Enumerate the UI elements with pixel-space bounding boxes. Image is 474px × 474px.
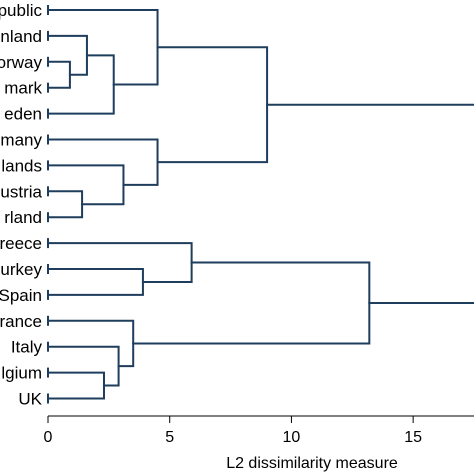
x-tick-label: 0 (44, 429, 53, 446)
leaf-label: UK (18, 390, 42, 409)
merge-link (47, 60, 71, 89)
x-axis: 0 5 10 15 (44, 415, 474, 446)
dendrogram-links (47, 5, 474, 404)
merge-link (47, 242, 193, 283)
merge-link (47, 190, 84, 219)
merge-link (47, 371, 105, 400)
leaf-label: ustria (0, 182, 42, 201)
leaf-label: lands (1, 156, 42, 175)
merge-link (47, 319, 135, 368)
merge-link (47, 268, 144, 296)
leaf-label: Spain (0, 286, 42, 305)
leaf-label: lgium (1, 364, 42, 383)
leaf-label: mark (4, 79, 42, 98)
leaf-label: eden (4, 105, 42, 124)
leaf-label: orway (0, 53, 42, 72)
x-axis-title: L2 dissimilarity measure (226, 455, 398, 472)
x-tick-label: 15 (404, 429, 422, 446)
x-tick-label: 5 (165, 429, 174, 446)
merge-link (132, 261, 371, 345)
leaf-label: rland (4, 208, 42, 227)
leaf-label: Italy (11, 338, 43, 357)
leaf-label: many (0, 131, 42, 150)
leaf-label: rance (0, 312, 42, 331)
leaf-label: public (0, 1, 42, 20)
leaf-label: urkey (0, 260, 42, 279)
merge-link (47, 345, 120, 387)
merge-link (156, 46, 269, 164)
merge-link (47, 138, 159, 186)
merge-link (47, 54, 115, 115)
x-tick-label: 10 (283, 429, 301, 446)
leaf-labels: public nland orway mark eden many lands ustria r… (0, 1, 43, 409)
merge-link (47, 164, 125, 206)
merge-link (47, 9, 159, 86)
merge-link (266, 103, 474, 304)
leaf-label: nland (0, 27, 42, 46)
leaf-label: reece (0, 234, 42, 253)
merge-link (47, 34, 88, 76)
